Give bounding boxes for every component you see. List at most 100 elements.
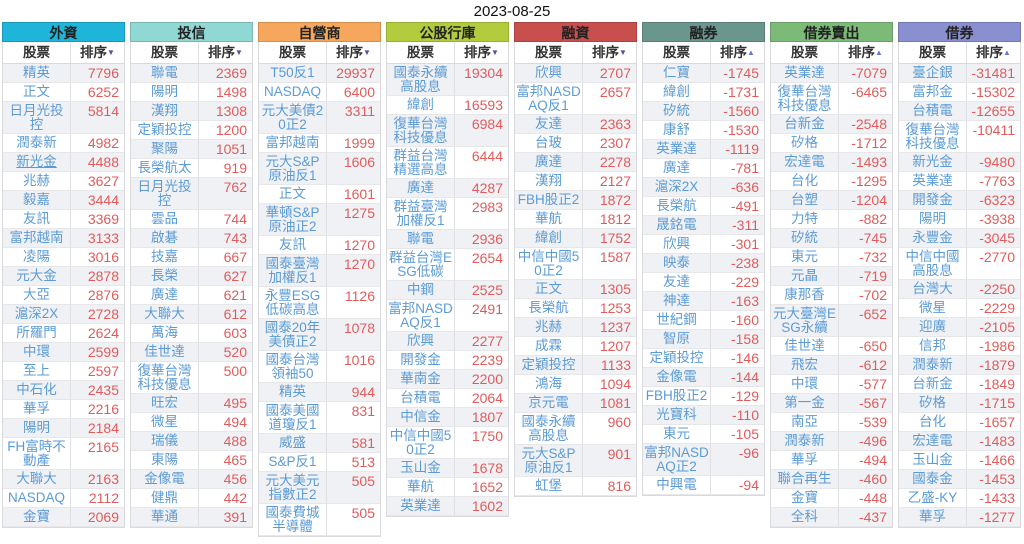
stock-name-link[interactable]: 聯電	[131, 64, 199, 82]
stock-name-link[interactable]: 國泰20年美債正2	[259, 319, 327, 350]
stock-name-link[interactable]: 元大S&P原油反1	[515, 445, 583, 476]
stock-name-link[interactable]: FH富時不動產	[3, 438, 71, 469]
stock-name-link[interactable]: 群益臺灣加權反1	[387, 198, 455, 229]
stock-name-link[interactable]: 漢翔	[131, 102, 199, 120]
rank-sort-header-short-sell[interactable]: 排序▲	[711, 42, 764, 63]
stock-name-link[interactable]: 大聯大	[131, 305, 199, 323]
stock-name-link[interactable]: 矽統	[643, 102, 711, 120]
stock-name-link[interactable]: 晟銘電	[643, 216, 711, 234]
stock-name-link[interactable]: 兆赫	[515, 318, 583, 336]
stock-name-link[interactable]: 開發金	[899, 191, 967, 209]
stock-name-link[interactable]: 定穎投控	[643, 349, 711, 367]
stock-name-link[interactable]: 世紀鋼	[643, 311, 711, 329]
stock-name-link[interactable]: NASDAQ	[259, 83, 327, 101]
stock-name-link[interactable]: 中鋼	[387, 281, 455, 299]
stock-name-link[interactable]: 微星	[899, 299, 967, 317]
stock-name-link[interactable]: 金像電	[643, 368, 711, 386]
stock-name-link[interactable]: 英業達	[899, 172, 967, 190]
stock-name-link[interactable]: 聯合再生	[771, 470, 839, 488]
stock-name-link[interactable]: 旺宏	[131, 394, 199, 412]
stock-name-link[interactable]: 中石化	[3, 381, 71, 399]
stock-name-link[interactable]: 鴻海	[515, 375, 583, 393]
stock-name-link[interactable]: 東元	[771, 248, 839, 266]
stock-name-link[interactable]: 中環	[3, 343, 71, 361]
stock-name-link[interactable]: 潤泰新	[899, 356, 967, 374]
stock-name-link[interactable]: 元晶	[771, 267, 839, 285]
stock-name-link[interactable]: 所羅門	[3, 324, 71, 342]
stock-name-link[interactable]: 微星	[131, 413, 199, 431]
stock-name-link[interactable]: 華孚	[771, 451, 839, 469]
stock-name-link[interactable]: 乙盛-KY	[899, 489, 967, 507]
stock-name-link[interactable]: 光寶科	[643, 406, 711, 424]
stock-name-link[interactable]: FBH股正2	[643, 387, 711, 405]
stock-name-link[interactable]: 漢翔	[515, 172, 583, 190]
stock-name-link[interactable]: 元大臺灣ESG永續	[771, 305, 839, 336]
stock-name-link[interactable]: 國泰金	[899, 470, 967, 488]
rank-sort-header-foreign[interactable]: 排序▼	[71, 42, 124, 63]
stock-name-link[interactable]: 英業達	[643, 140, 711, 158]
stock-name-link[interactable]: 正文	[3, 83, 71, 101]
stock-name-link[interactable]: 國泰永續高股息	[387, 64, 455, 95]
stock-name-link[interactable]: 大聯大	[3, 470, 71, 488]
stock-name-link[interactable]: 華孚	[899, 508, 967, 526]
stock-name-link[interactable]: T50反1	[259, 64, 327, 82]
stock-name-link[interactable]: 富邦NASDAQ反1	[387, 300, 455, 331]
stock-name-link[interactable]: 中信中國高股息	[899, 248, 967, 279]
stock-name-link[interactable]: 信邦	[899, 337, 967, 355]
stock-name-link[interactable]: 永豐ESG低碳高息	[259, 287, 327, 318]
stock-name-link[interactable]: 東陽	[131, 451, 199, 469]
rank-sort-header-sec-lending-sell[interactable]: 排序▲	[839, 42, 892, 63]
stock-name-link[interactable]: 廣達	[387, 179, 455, 197]
stock-name-link[interactable]: 長榮	[131, 267, 199, 285]
stock-name-link[interactable]: 華航	[515, 210, 583, 228]
stock-name-link[interactable]: 聚陽	[131, 140, 199, 158]
stock-name-link[interactable]: 英業達	[387, 497, 455, 515]
stock-name-link[interactable]: 全科	[771, 508, 839, 526]
stock-header-foreign[interactable]: 股票	[3, 42, 71, 63]
stock-name-link[interactable]: 緯創	[643, 83, 711, 101]
stock-header-short-sell[interactable]: 股票	[643, 42, 711, 63]
stock-name-link[interactable]: 元大美元指數正2	[259, 472, 327, 503]
stock-name-link[interactable]: 迎廣	[899, 318, 967, 336]
stock-name-link[interactable]: 復華台灣科技優息	[771, 83, 839, 114]
stock-name-link[interactable]: 兆赫	[3, 172, 71, 190]
stock-name-link[interactable]: 台灣大	[899, 280, 967, 298]
stock-name-link[interactable]: 陽明	[131, 83, 199, 101]
stock-name-link[interactable]: 欣興	[387, 332, 455, 350]
stock-name-link[interactable]: 英業達	[771, 64, 839, 82]
stock-name-link[interactable]: 力特	[771, 210, 839, 228]
stock-name-link[interactable]: 飛宏	[771, 356, 839, 374]
stock-name-link[interactable]: 新光金	[3, 153, 71, 171]
stock-name-link[interactable]: 定穎投控	[131, 121, 199, 139]
stock-name-link[interactable]: 虹堡	[515, 477, 583, 495]
stock-name-link[interactable]: 成霖	[515, 337, 583, 355]
stock-name-link[interactable]: S&P反1	[259, 453, 327, 471]
stock-name-link[interactable]: 康那香	[771, 286, 839, 304]
stock-name-link[interactable]: 長榮航	[643, 197, 711, 215]
stock-name-link[interactable]: 台化	[899, 413, 967, 431]
stock-name-link[interactable]: 富邦NASDAQ反1	[515, 83, 583, 114]
stock-name-link[interactable]: 台化	[771, 172, 839, 190]
stock-name-link[interactable]: 佳世達	[771, 337, 839, 355]
stock-name-link[interactable]: 友訊	[3, 210, 71, 228]
rank-sort-header-dealer[interactable]: 排序▼	[327, 42, 380, 63]
stock-name-link[interactable]: 富邦NASDAQ正2	[643, 444, 711, 475]
stock-name-link[interactable]: 群益台灣精選高息	[387, 147, 455, 178]
stock-name-link[interactable]: 技嘉	[131, 248, 199, 266]
stock-name-link[interactable]: 復華台灣科技優息	[899, 121, 967, 152]
stock-name-link[interactable]: 仁寶	[643, 64, 711, 82]
stock-name-link[interactable]: 富邦越南	[259, 134, 327, 152]
stock-name-link[interactable]: 華南金	[387, 370, 455, 388]
stock-name-link[interactable]: 欣興	[515, 64, 583, 82]
stock-name-link[interactable]: 正文	[515, 280, 583, 298]
stock-name-link[interactable]: 華通	[131, 508, 199, 526]
stock-name-link[interactable]: 廣達	[131, 286, 199, 304]
stock-name-link[interactable]: 台新金	[899, 375, 967, 393]
stock-name-link[interactable]: 精英	[259, 383, 327, 401]
stock-name-link[interactable]: 中興電	[643, 476, 711, 494]
stock-header-margin-buy[interactable]: 股票	[515, 42, 583, 63]
stock-name-link[interactable]: 復華台灣科技優息	[131, 362, 199, 393]
stock-name-link[interactable]: 台塑	[771, 191, 839, 209]
stock-name-link[interactable]: 國泰永續高股息	[515, 413, 583, 444]
stock-name-link[interactable]: 精英	[3, 64, 71, 82]
